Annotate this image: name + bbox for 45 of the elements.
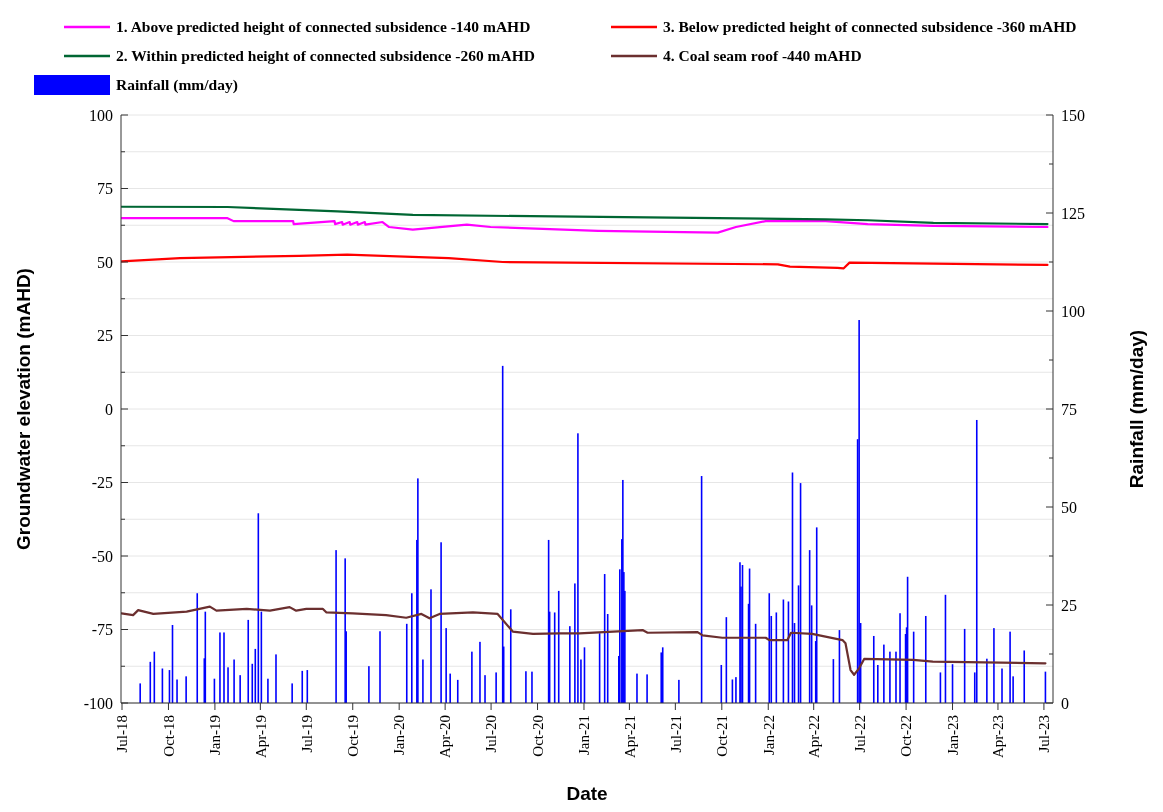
x-tick-label: Apr-23 xyxy=(990,715,1007,759)
y-tick-label: 25 xyxy=(97,327,113,345)
y2-tick-label: 150 xyxy=(1061,106,1085,124)
y-axis-title: Groundwater elevation (mAHD) xyxy=(13,268,34,550)
legend-label: 1. Above predicted height of connected subsidence -140 mAHD xyxy=(116,18,531,36)
y-tick-label: 100 xyxy=(89,106,113,124)
y2-tick-label: 100 xyxy=(1061,302,1085,320)
x-tick-label: Apr-20 xyxy=(437,715,454,759)
x-tick-label: Jul-20 xyxy=(483,715,500,753)
legend-label: 4. Coal seam roof -440 mAHD xyxy=(663,47,862,65)
legend-label: 2. Within predicted height of connected subsidence -260 mAHD xyxy=(116,47,535,65)
x-tick-label: Jul-18 xyxy=(114,715,131,753)
x-tick-label: Jul-22 xyxy=(851,715,868,753)
x-axis-title: Date xyxy=(566,783,608,804)
x-tick-label: Jan-20 xyxy=(391,715,408,755)
y-tick-label: -50 xyxy=(91,547,113,565)
x-tick-label: Oct-22 xyxy=(898,715,915,757)
x-tick-label: Jan-19 xyxy=(207,715,224,755)
y2-tick-label: 50 xyxy=(1061,498,1077,516)
y-tick-label: -100 xyxy=(83,694,113,712)
legend-label: 3. Below predicted height of connected subsidence -360 mAHD xyxy=(663,18,1077,36)
y-tick-label: 75 xyxy=(97,180,113,198)
y2-axis-title: Rainfall (mm/day) xyxy=(1126,329,1147,489)
x-tick-label: Apr-19 xyxy=(252,715,269,759)
y-tick-label: 0 xyxy=(105,400,113,418)
x-tick-label: Jan-23 xyxy=(944,715,961,755)
x-tick-label: Oct-18 xyxy=(160,715,177,757)
x-tick-label: Jan-22 xyxy=(760,715,777,755)
y2-tick-label: 125 xyxy=(1061,204,1085,222)
y-tick-label: -25 xyxy=(91,474,113,492)
y2-tick-label: 75 xyxy=(1061,400,1077,418)
x-tick-label: Jan-21 xyxy=(576,715,593,755)
x-tick-label: Jul-21 xyxy=(667,715,684,753)
y-tick-label: 50 xyxy=(97,253,113,271)
x-tick-label: Oct-20 xyxy=(529,715,546,757)
legend-label: Rainfall (mm/day) xyxy=(116,76,238,95)
x-tick-label: Jul-23 xyxy=(1036,715,1053,753)
x-tick-label: Oct-19 xyxy=(344,715,361,757)
x-tick-label: Apr-22 xyxy=(805,715,822,759)
y2-tick-label: 0 xyxy=(1061,694,1069,712)
x-tick-label: Apr-21 xyxy=(621,715,638,759)
y2-tick-label: 25 xyxy=(1061,596,1077,614)
y-tick-label: -75 xyxy=(91,621,113,639)
x-tick-label: Oct-21 xyxy=(714,715,731,757)
x-tick-label: Jul-19 xyxy=(298,715,315,753)
